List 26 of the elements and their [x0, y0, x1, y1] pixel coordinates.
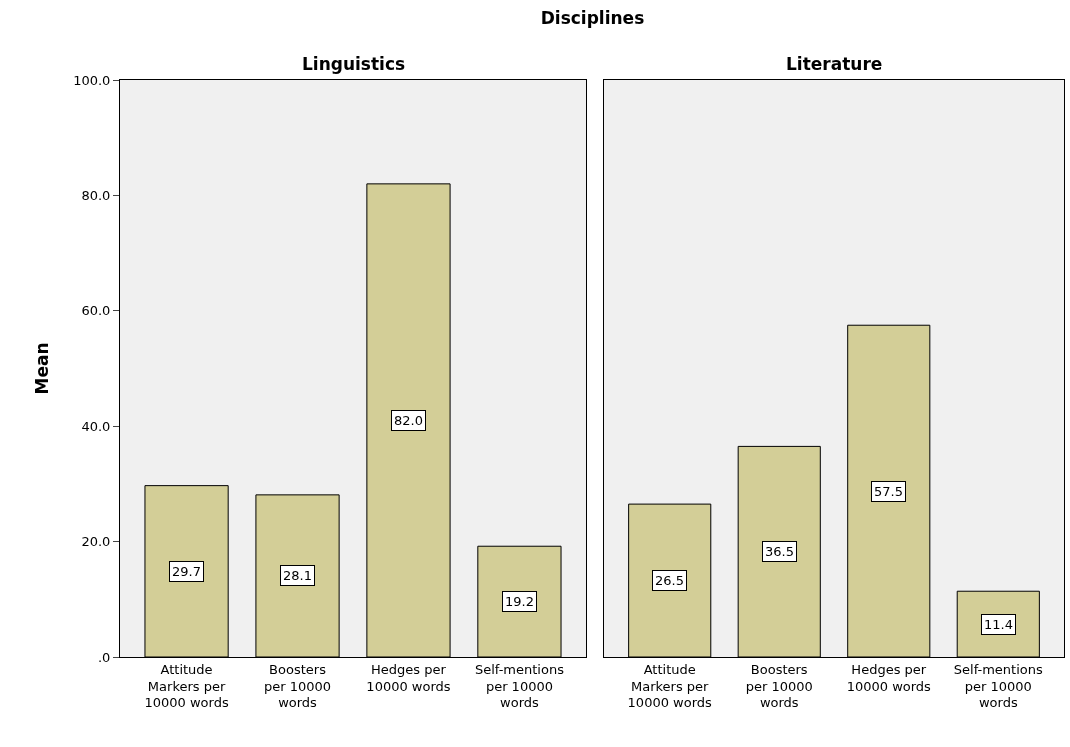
chart-title: Disciplines	[539, 8, 646, 28]
data-label: 26.5	[655, 573, 684, 588]
data-label: 11.4	[984, 617, 1013, 632]
chart-subtitle: Literature	[786, 54, 883, 74]
data-label: 82.0	[394, 413, 423, 428]
x-tick-label: Boosters per 10000 words	[745, 661, 813, 711]
x-tick-label: Hedges per 10000 words	[366, 661, 451, 694]
y-tick-label: .0	[97, 649, 111, 665]
data-label: 19.2	[505, 594, 534, 609]
y-tick-label: 100.0	[73, 72, 111, 88]
x-tick-label: Self-mentions per 10000 words	[953, 661, 1044, 711]
data-label: 28.1	[283, 568, 312, 583]
data-label: 36.5	[765, 544, 794, 559]
chart-subtitle: Linguistics	[302, 54, 406, 74]
y-tick-label: 20.0	[81, 534, 111, 550]
x-tick-label: Attitude Markers per 10000 words	[144, 661, 229, 711]
x-tick-label: Attitude Markers per 10000 words	[627, 661, 713, 711]
y-tick-label: 40.0	[81, 418, 111, 434]
data-label: 57.5	[874, 484, 903, 499]
x-tick-label: Hedges per 10000 words	[846, 661, 932, 694]
data-label: 29.7	[172, 564, 201, 579]
x-tick-label: Self-mentions per 10000 words	[474, 661, 565, 711]
y-tick-label: 60.0	[81, 303, 111, 319]
x-tick-label: Boosters per 10000 words	[263, 661, 332, 711]
y-tick-label: 80.0	[81, 187, 111, 203]
y-axis-title: Mean	[31, 342, 52, 395]
